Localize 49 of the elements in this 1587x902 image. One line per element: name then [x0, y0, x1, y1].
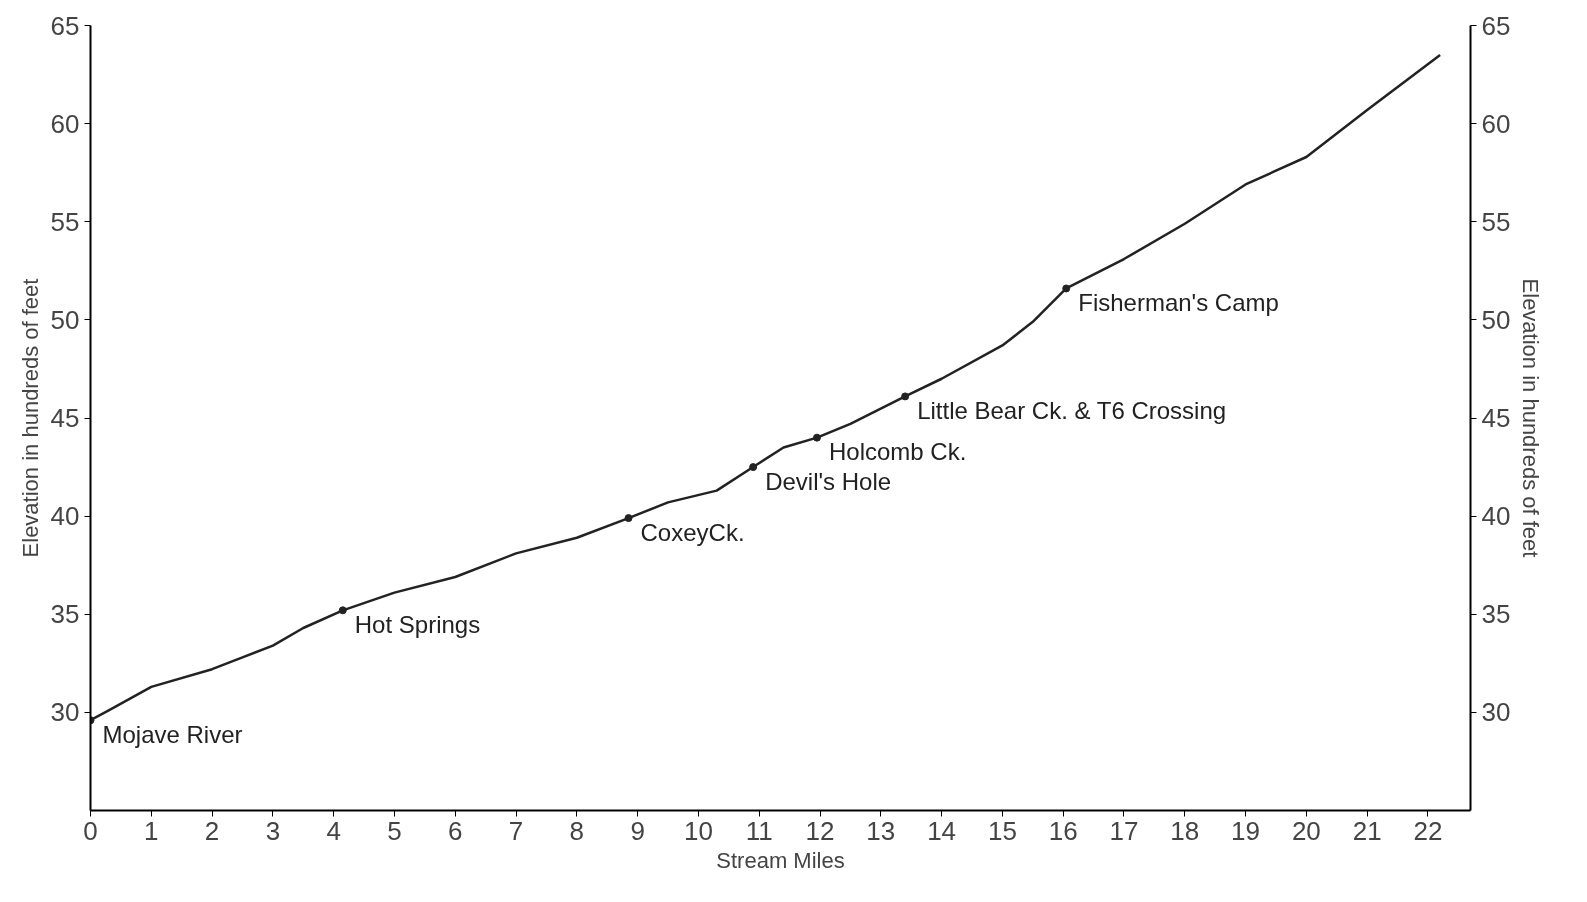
x-tick-label: 5	[387, 815, 402, 846]
y-axis-title: Elevation in hundreds of feet	[17, 278, 43, 558]
x-tick-label: 21	[1352, 815, 1382, 846]
x-tick-label: 3	[265, 815, 281, 846]
x-tick-label: 11	[745, 815, 773, 846]
annotation: CoxeyCk.	[640, 518, 745, 546]
y2-tick-label: 65	[1481, 10, 1511, 41]
y2-tick-label: 40	[1481, 501, 1511, 532]
x-tick-label: 8	[569, 815, 585, 846]
x-axis-title: Stream Miles	[716, 847, 845, 873]
y-tick-label: 35	[50, 599, 80, 630]
y-tick-label: 55	[50, 206, 80, 237]
x-tick-label: 18	[1170, 815, 1200, 846]
y-tick-label: 40	[50, 501, 80, 532]
y2-tick-label: 60	[1481, 108, 1511, 139]
x-tick-label: 7	[508, 815, 524, 846]
x-tick-label: 1	[144, 815, 159, 846]
y2-tick-label: 45	[1481, 403, 1511, 433]
x-tick-label: 16	[1048, 815, 1078, 846]
x-tick-label: 13	[866, 815, 896, 846]
x-tick-label: 4	[326, 815, 341, 846]
annotation: Hot Springs	[354, 610, 481, 638]
y-tick-label: 50	[50, 304, 80, 335]
annotation: Holcomb Ck.	[828, 438, 967, 466]
y2-tick-label: 50	[1481, 304, 1511, 335]
y-tick-label: 45	[50, 403, 80, 433]
y-tick-label: 60	[50, 108, 80, 139]
x-tick-label: 19	[1231, 815, 1261, 846]
x-tick-label: 10	[683, 815, 713, 846]
x-tick-label: 6	[448, 815, 463, 846]
y2-tick-label: 35	[1481, 599, 1511, 630]
x-tick-label: 15	[987, 815, 1017, 846]
x-tick-label: 12	[805, 815, 835, 846]
y2-tick-label: 30	[1481, 697, 1511, 728]
y2-axis-title: Elevation in hundreds of feet	[1518, 278, 1544, 558]
x-tick-label: 9	[630, 815, 645, 846]
annotation: Little Bear Ck. & T6 Crossing	[917, 396, 1227, 424]
y2-tick-label: 55	[1481, 206, 1511, 237]
x-tick-label: 22	[1413, 815, 1443, 846]
annotation: Mojave River	[102, 720, 243, 748]
y-tick-label: 65	[50, 10, 80, 41]
x-tick-label: 17	[1109, 815, 1139, 846]
x-tick-label: 20	[1291, 815, 1321, 846]
annotation: Devil's Hole	[765, 467, 892, 495]
y-tick-label: 30	[50, 697, 80, 728]
x-tick-label: 14	[927, 815, 957, 846]
x-tick-label: 0	[83, 815, 98, 846]
x-tick-label: 2	[204, 815, 220, 846]
annotation: Fisherman's Camp	[1078, 288, 1279, 316]
